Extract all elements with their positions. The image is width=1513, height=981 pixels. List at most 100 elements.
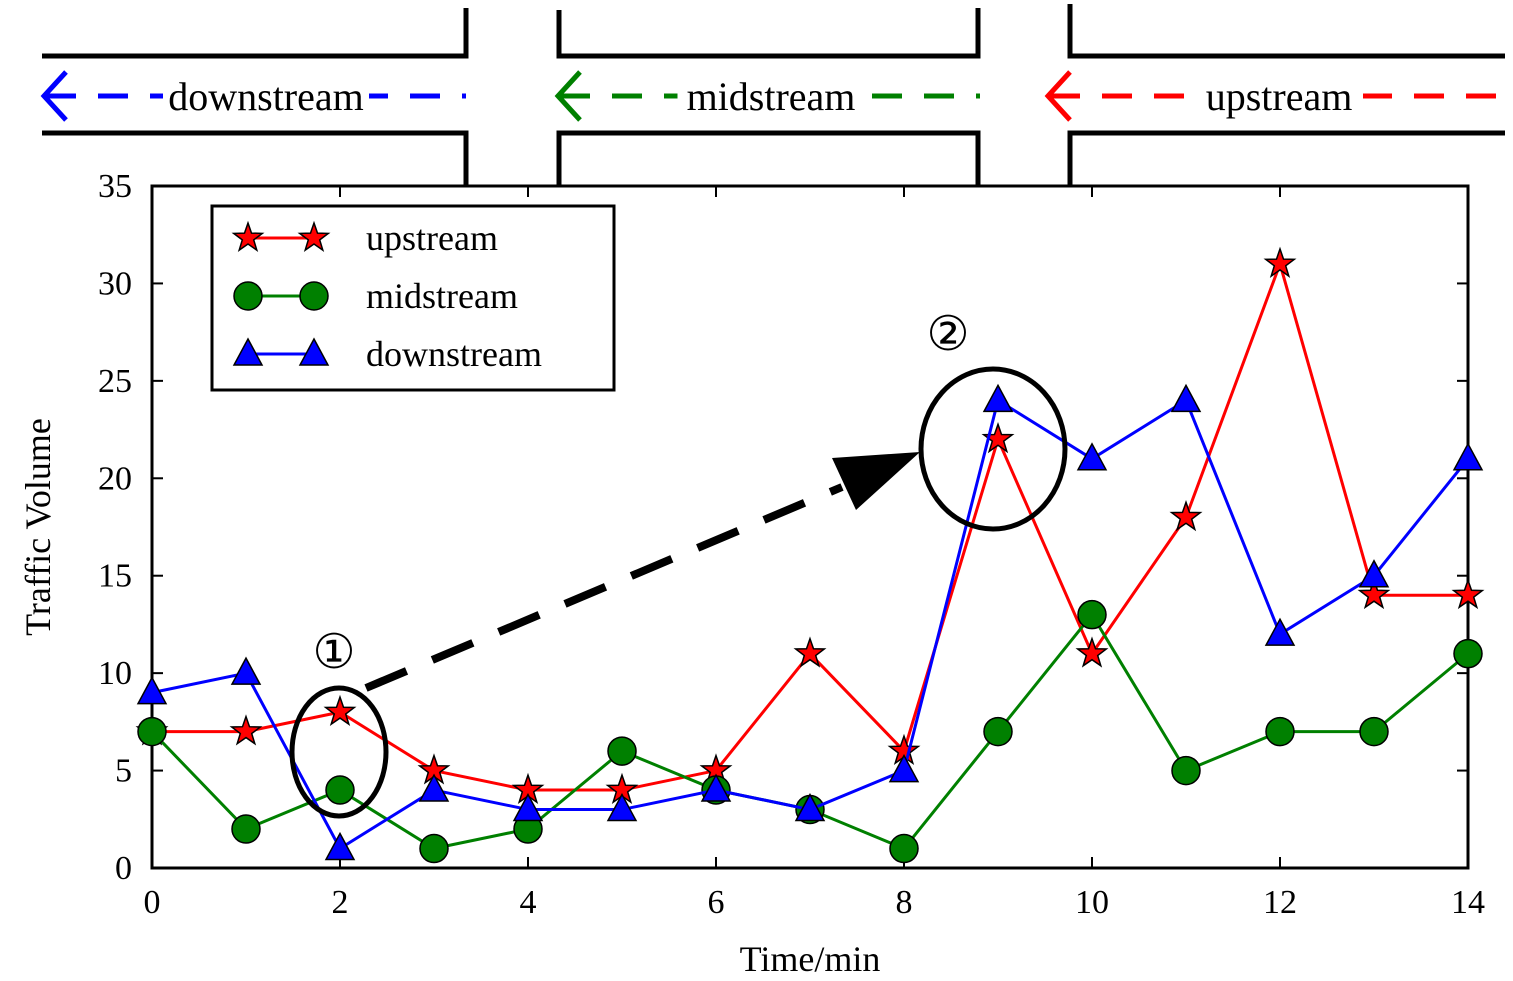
annotation-arrow-shaft <box>364 483 844 692</box>
legend-item-upstream: upstream <box>231 218 498 258</box>
chart: 0 2 4 6 8 10 12 14 0 5 10 15 20 25 30 35 Time/min Traf… <box>18 168 1485 979</box>
road-edges <box>42 4 1505 186</box>
x-tick-label: 12 <box>1263 884 1297 921</box>
point-downstream <box>888 753 920 783</box>
point-downstream <box>1452 442 1484 471</box>
point-downstream <box>1170 383 1202 413</box>
point-downstream <box>606 792 638 822</box>
point-midstream <box>419 833 449 864</box>
y-axis-label: Traffic Volume <box>18 418 58 636</box>
x-axis: 0 2 4 6 8 10 12 14 <box>144 186 1485 921</box>
point-downstream <box>136 676 168 705</box>
y-tick-label: 30 <box>98 265 132 302</box>
lane-label-bg <box>1195 68 1363 118</box>
legend-item-midstream: midstream <box>233 276 518 316</box>
point-midstream <box>607 736 637 766</box>
point-downstream <box>230 656 262 685</box>
road-lane-midstream: midstream <box>554 68 980 122</box>
y-tick-label: 25 <box>98 363 132 400</box>
road-edge <box>556 130 981 186</box>
legend-label: upstream <box>366 218 498 258</box>
point-upstream <box>793 636 827 668</box>
point-upstream <box>1263 246 1297 278</box>
lane-arrow-icon <box>40 70 68 122</box>
point-midstream <box>983 716 1013 747</box>
legend-marker <box>232 337 264 366</box>
annotation-ellipse-2 <box>918 366 1068 532</box>
legend-item-downstream: downstream <box>232 334 542 374</box>
road-edge <box>42 8 469 59</box>
plot-frame <box>150 184 1470 870</box>
x-tick-label: 6 <box>708 884 725 921</box>
road-diagram: downstream midstream upstream <box>40 4 1505 186</box>
x-axis-label: Time/min <box>740 939 881 979</box>
lane-arrow-icon <box>554 70 582 122</box>
series-downstream <box>136 383 1484 861</box>
legend: upstream midstream downstream <box>210 204 616 392</box>
point-upstream <box>229 714 263 746</box>
point-downstream <box>794 792 826 822</box>
point-downstream <box>324 831 356 861</box>
point-upstream <box>1451 577 1485 610</box>
lane-label-bg <box>163 68 369 118</box>
lane-label: upstream <box>1206 74 1353 119</box>
x-tick-label: 0 <box>144 884 161 921</box>
point-downstream <box>512 792 544 822</box>
x-tick-label: 4 <box>520 884 537 921</box>
x-tick-label: 8 <box>896 884 913 921</box>
point-midstream <box>1453 638 1483 669</box>
legend-label: downstream <box>366 334 542 374</box>
x-tick-label: 2 <box>332 884 349 921</box>
point-midstream <box>889 833 919 864</box>
point-midstream <box>1359 716 1389 747</box>
lane-arrow-icon <box>1044 70 1072 122</box>
series-layer <box>135 246 1485 864</box>
annotation-arrowhead <box>832 452 920 510</box>
y-tick-label: 5 <box>115 753 132 790</box>
point-upstream <box>981 421 1015 454</box>
annotation-ellipse-1 <box>289 685 389 819</box>
point-downstream <box>1264 617 1296 646</box>
annotations: ① ② <box>289 308 1068 819</box>
point-downstream <box>700 773 732 802</box>
road-edge <box>556 8 981 59</box>
point-downstream <box>982 383 1014 413</box>
point-midstream <box>325 775 355 805</box>
y-tick-label: 0 <box>115 850 132 887</box>
lane-label: midstream <box>687 74 856 119</box>
legend-marker <box>298 337 330 366</box>
road-lane-downstream: downstream <box>40 68 466 122</box>
point-midstream <box>137 716 167 747</box>
annotation-label-1: ① <box>312 626 355 679</box>
legend-label: midstream <box>366 276 518 316</box>
point-midstream <box>1171 755 1201 786</box>
y-tick-label: 10 <box>98 655 132 692</box>
road-edge <box>1067 4 1505 59</box>
point-midstream <box>1265 716 1295 747</box>
road-lanes: downstream midstream upstream <box>40 68 1505 122</box>
legend-marker <box>233 281 263 311</box>
x-tick-label: 10 <box>1075 884 1109 921</box>
lane-label-bg <box>677 68 865 118</box>
point-upstream <box>1357 577 1391 610</box>
y-tick-label: 35 <box>98 168 132 205</box>
legend-items: upstream midstream downstream <box>231 218 542 374</box>
legend-marker <box>299 281 329 311</box>
point-upstream <box>323 694 357 727</box>
road-edge <box>42 130 469 186</box>
road-edge <box>1067 130 1505 186</box>
point-upstream <box>1075 636 1109 668</box>
y-tick-label: 15 <box>98 558 132 595</box>
point-downstream <box>1358 559 1390 588</box>
road-lane-upstream: upstream <box>1044 68 1505 122</box>
point-midstream <box>231 814 261 844</box>
x-tick-label: 14 <box>1451 884 1485 921</box>
point-upstream <box>1169 500 1203 532</box>
point-midstream <box>1077 599 1107 630</box>
legend-marker <box>231 220 265 252</box>
point-downstream <box>1076 442 1108 471</box>
annotation-label-2: ② <box>926 308 969 361</box>
legend-marker <box>297 220 331 252</box>
y-tick-label: 20 <box>98 460 132 497</box>
